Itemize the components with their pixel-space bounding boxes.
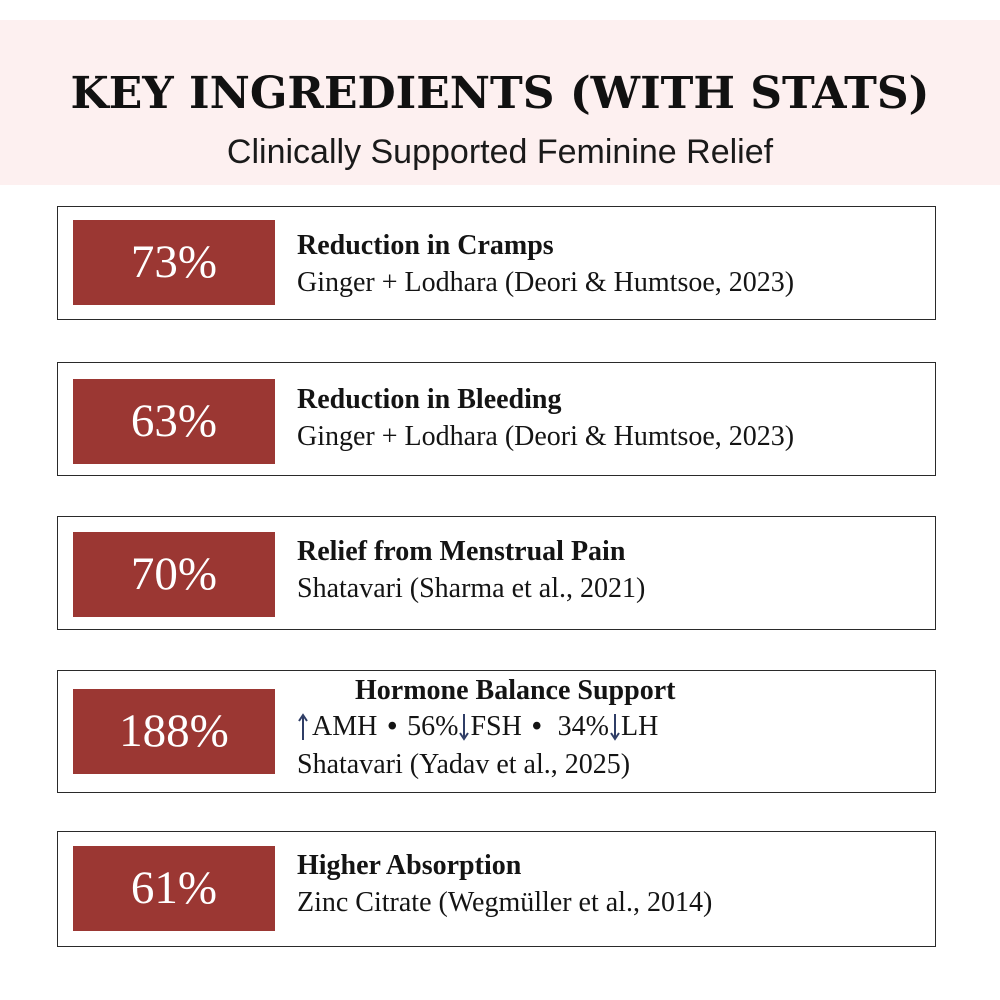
stat-card-cramps: 73% Reduction in Cramps Ginger + Lodhara… (57, 206, 936, 320)
stat-text: Reduction in Cramps Ginger + Lodhara (De… (297, 229, 925, 303)
stat-headline: Higher Absorption (297, 850, 522, 881)
metric-separator: • (387, 711, 398, 742)
stat-card-bleeding: 63% Reduction in Bleeding Ginger + Lodha… (57, 362, 936, 476)
hormone-metrics: AMH • 56% FSH • 34% (297, 709, 925, 745)
stat-source: Shatavari (Sharma et al., 2021) (297, 573, 646, 604)
stat-badge: 73% (73, 220, 275, 305)
page-subtitle: Clinically Supported Feminine Relief (226, 133, 774, 171)
fsh-value: 56% (407, 711, 459, 742)
fsh-label: FSH (470, 711, 522, 742)
metric-separator: • (531, 711, 542, 742)
stat-card-hormone-balance: 188% Hormone Balance Support AMH • 56% (57, 670, 936, 793)
arrow-down-icon (458, 712, 470, 742)
stat-headline: Hormone Balance Support (355, 675, 676, 706)
stat-headline: Reduction in Bleeding (297, 384, 562, 415)
stat-badge: 61% (73, 846, 275, 931)
page-title: KEY INGREDIENTS (WITH STATS) (70, 68, 930, 119)
arrow-up-icon (297, 712, 309, 742)
arrow-down-icon (609, 712, 621, 742)
stat-card-menstrual-pain: 70% Relief from Menstrual Pain Shatavari… (57, 516, 936, 630)
lh-value: 34% (557, 711, 609, 742)
stat-text: Hormone Balance Support AMH • 56% (297, 673, 925, 785)
header-banner (0, 20, 1000, 185)
stat-text: Relief from Menstrual Pain Shatavari (Sh… (297, 535, 925, 609)
stat-badge: 63% (73, 379, 275, 464)
stat-source: Zinc Citrate (Wegmüller et al., 2014) (297, 887, 713, 918)
stat-card-absorption: 61% Higher Absorption Zinc Citrate (Wegm… (57, 831, 936, 947)
stat-source: Shatavari (Yadav et al., 2025) (297, 749, 631, 780)
stat-text: Reduction in Bleeding Ginger + Lodhara (… (297, 383, 925, 457)
stat-headline: Reduction in Cramps (297, 230, 554, 261)
stat-badge: 70% (73, 532, 275, 617)
stat-badge: 188% (73, 689, 275, 774)
lh-label: LH (621, 711, 659, 742)
stat-text: Higher Absorption Zinc Citrate (Wegmülle… (297, 849, 925, 923)
stat-headline: Relief from Menstrual Pain (297, 536, 626, 567)
stat-source: Ginger + Lodhara (Deori & Humtsoe, 2023) (297, 421, 795, 452)
amh-label: AMH (312, 711, 378, 742)
stat-source: Ginger + Lodhara (Deori & Humtsoe, 2023) (297, 267, 795, 298)
